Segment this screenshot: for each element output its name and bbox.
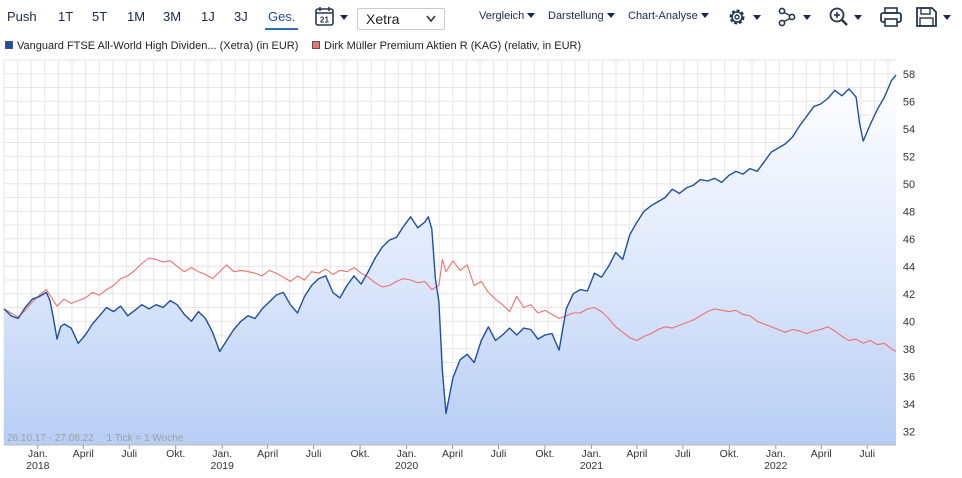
- y-tick-label: 54: [903, 124, 915, 136]
- menu-vergleich[interactable]: Vergleich: [479, 10, 536, 22]
- x-tick-label: April: [73, 448, 94, 460]
- calendar-icon: 21: [315, 7, 348, 26]
- y-tick-label: 46: [903, 234, 915, 246]
- x-tick-label: Juli: [491, 448, 507, 460]
- settings-button[interactable]: [726, 5, 764, 29]
- range-ges[interactable]: Ges.: [264, 9, 299, 30]
- zoom-icon: [829, 7, 862, 26]
- x-tick-label: April: [626, 448, 647, 460]
- x-tick-label: Juli: [121, 448, 137, 460]
- legend-item-vanguard[interactable]: Vanguard FTSE All-World High Dividen... …: [5, 40, 298, 52]
- y-tick-label: 34: [903, 399, 915, 411]
- y-tick-label: 38: [903, 344, 915, 356]
- legend-item-dirk-mueller[interactable]: Dirk Müller Premium Aktien R (KAG) (rela…: [312, 40, 581, 52]
- y-tick-label: 52: [903, 151, 915, 163]
- x-tick-label: Jan.: [28, 448, 48, 460]
- calendar-day: 21: [320, 16, 329, 25]
- save-icon: [916, 7, 951, 27]
- series-line-0: [3, 74, 897, 415]
- x-tick-label: April: [442, 448, 463, 460]
- y-tick-label: 56: [903, 96, 915, 108]
- x-tick-label: Jan.: [397, 448, 417, 460]
- legend-swatch: [5, 41, 13, 49]
- x-tick-year-label: 2020: [395, 460, 419, 472]
- y-tick-label: 40: [903, 316, 915, 328]
- x-tick-label: Juli: [675, 448, 691, 460]
- tick-info-text: 1 Tick = 1 Woche: [106, 433, 184, 444]
- y-tick-label: 48: [903, 206, 915, 218]
- range-3j[interactable]: 3J: [234, 9, 248, 24]
- range-1t[interactable]: 1T: [58, 9, 74, 24]
- calendar-button[interactable]: 21: [314, 5, 350, 29]
- x-tick-label: April: [257, 448, 278, 460]
- y-tick-label: 32: [903, 426, 915, 438]
- range-3m[interactable]: 3M: [163, 9, 182, 24]
- y-tick-label: 58: [903, 69, 915, 81]
- x-tick-year-label: 2019: [211, 460, 235, 472]
- x-tick-label: Juli: [306, 448, 322, 460]
- legend-swatch: [312, 41, 320, 49]
- share-icon: [778, 7, 811, 27]
- x-tick-label: Jan.: [766, 448, 786, 460]
- exchange-select[interactable]: Xetra: [357, 8, 445, 30]
- y-tick-label: 42: [903, 289, 915, 301]
- x-tick-label: Okt.: [720, 448, 739, 460]
- exchange-value: Xetra: [366, 11, 400, 27]
- print-button[interactable]: [879, 5, 903, 29]
- range-push[interactable]: Push: [7, 9, 37, 24]
- price-chart[interactable]: 3234363840424446485052545658Jan.2018Apri…: [0, 58, 962, 478]
- date-range-text: 26.10.17 - 27.08.22: [7, 433, 94, 444]
- x-tick-label: Jan.: [581, 448, 601, 460]
- y-tick-label: 50: [903, 179, 915, 191]
- chart-toolbar: Push 1T 5T 1M 3M 1J 3J Ges. 21 Xetra Ver…: [0, 0, 962, 36]
- x-tick-label: Okt.: [166, 448, 185, 460]
- x-tick-label: April: [811, 448, 832, 460]
- y-tick-label: 44: [903, 261, 915, 273]
- share-button[interactable]: [776, 5, 814, 29]
- print-icon: [880, 7, 902, 27]
- chart-footer-note: 26.10.17 - 27.08.22 1 Tick = 1 Woche: [7, 433, 183, 444]
- series-area-0: [4, 75, 896, 445]
- x-tick-year-label: 2018: [26, 460, 50, 472]
- save-button[interactable]: [915, 5, 955, 29]
- range-1j[interactable]: 1J: [201, 9, 215, 24]
- x-tick-year-label: 2022: [764, 460, 788, 472]
- x-tick-label: Okt.: [350, 448, 369, 460]
- x-tick-label: Juli: [859, 448, 875, 460]
- y-tick-label: 36: [903, 371, 915, 383]
- chevron-down-icon: [426, 15, 436, 23]
- range-1m[interactable]: 1M: [127, 9, 146, 24]
- x-tick-label: Okt.: [535, 448, 554, 460]
- range-5t[interactable]: 5T: [92, 9, 108, 24]
- zoom-button[interactable]: [827, 5, 865, 29]
- menu-darstellung[interactable]: Darstellung: [548, 10, 615, 22]
- x-tick-label: Jan.: [212, 448, 232, 460]
- gear-icon: [729, 9, 761, 25]
- series-line-1: [3, 257, 897, 352]
- menu-chart-analyse[interactable]: Chart-Analyse: [628, 10, 709, 22]
- x-tick-year-label: 2021: [580, 460, 604, 472]
